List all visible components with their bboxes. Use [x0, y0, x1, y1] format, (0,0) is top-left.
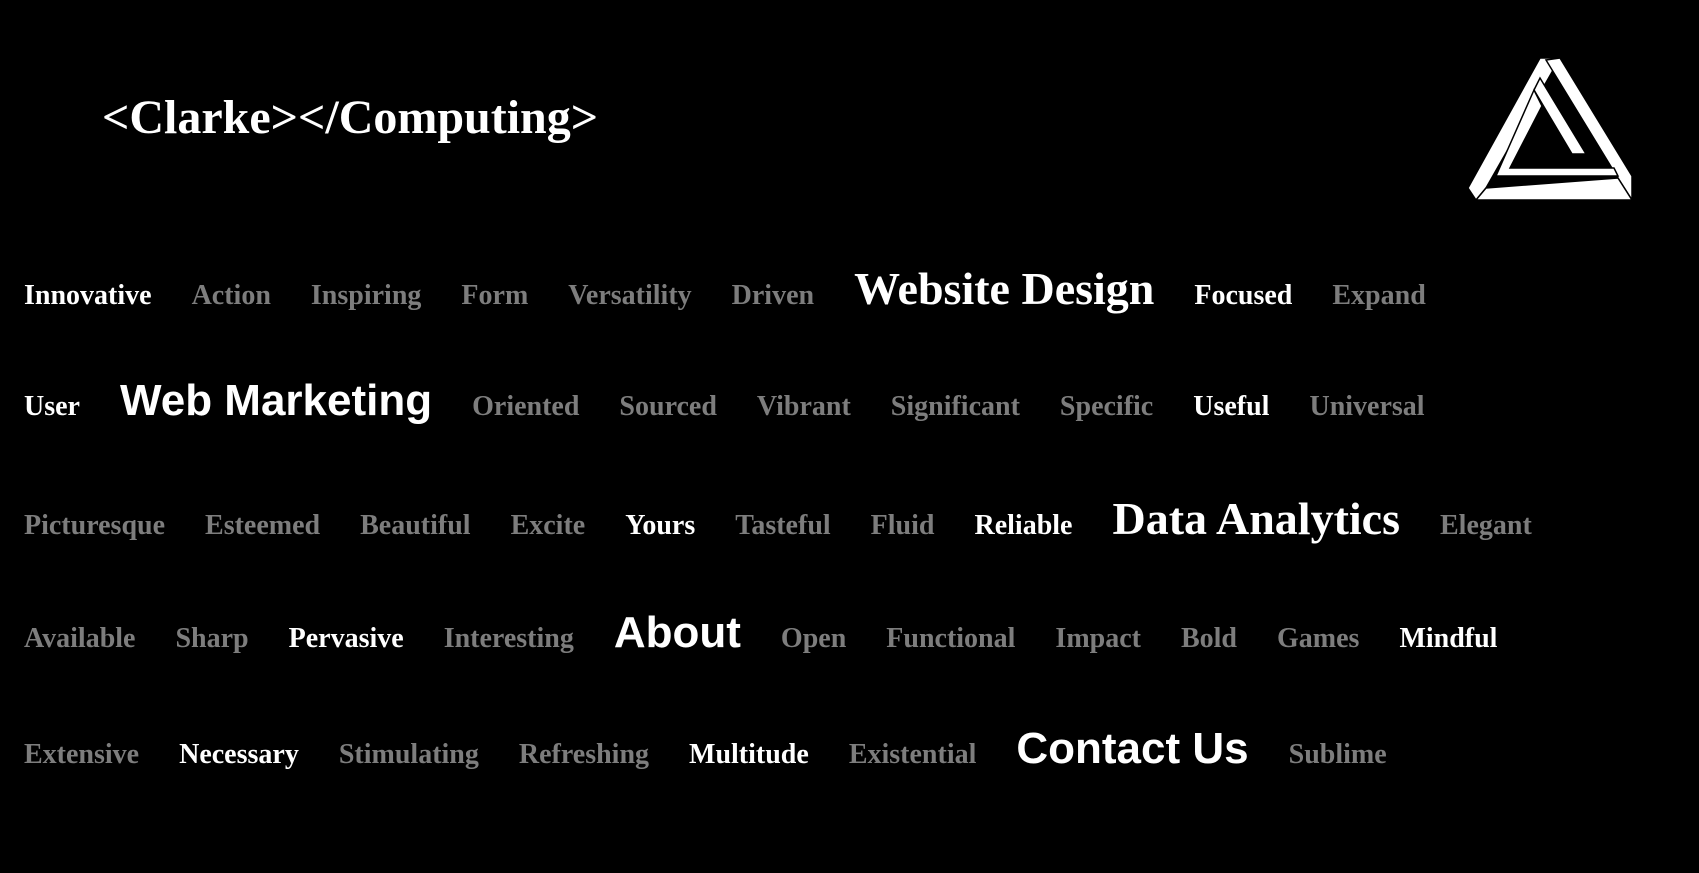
cloud-word-esteemed: Esteemed [205, 510, 321, 541]
cloud-word-interesting: Interesting [443, 623, 574, 654]
cloud-word-necessary: Necessary [179, 739, 299, 770]
cloud-word-yours: Yours [625, 510, 696, 541]
cloud-word-innovative: Innovative [24, 280, 152, 311]
cloud-word-available: Available [24, 623, 136, 654]
cloud-word-form: Form [461, 280, 529, 311]
cloud-word-tasteful: Tasteful [735, 510, 831, 541]
nav-link-contact-us[interactable]: Contact Us [1016, 724, 1249, 773]
cloud-word-stimulating: Stimulating [338, 739, 479, 770]
cloud-word-user: User [24, 391, 80, 422]
cloud-word-picturesque: Picturesque [24, 510, 166, 541]
cloud-word-driven: Driven [731, 280, 815, 311]
cloud-word-open: Open [780, 623, 847, 654]
nav-link-website-design[interactable]: Website Design [854, 263, 1155, 314]
cloud-word-oriented: Oriented [472, 391, 580, 422]
cloud-word-fluid: Fluid [870, 510, 935, 541]
cloud-word-bold: Bold [1180, 623, 1237, 654]
cloud-word-significant: Significant [890, 391, 1020, 422]
cloud-word-functional: Functional [886, 623, 1016, 654]
cloud-word-universal: Universal [1309, 391, 1425, 422]
word-row: Extensive Necessary Stimulating Refreshing M… [24, 724, 1699, 794]
word-row: Available Sharp Pervasive Interesting About O… [24, 608, 1699, 678]
cloud-word-games: Games [1277, 623, 1360, 654]
cloud-word-existential: Existential [848, 739, 977, 770]
cloud-word-beautiful: Beautiful [360, 510, 471, 541]
cloud-word-versatility: Versatility [568, 280, 692, 311]
cloud-word-sharp: Sharp [175, 623, 249, 654]
nav-link-web-marketing[interactable]: Web Marketing [119, 376, 433, 425]
cloud-word-multitude: Multitude [689, 739, 809, 770]
cloud-word-sourced: Sourced [619, 391, 717, 422]
cloud-word-sublime: Sublime [1288, 739, 1387, 770]
cloud-word-refreshing: Refreshing [518, 739, 650, 770]
cloud-word-excite: Excite [510, 510, 586, 541]
cloud-word-expand: Expand [1332, 280, 1426, 311]
cloud-word-vibrant: Vibrant [756, 391, 851, 422]
cloud-word-pervasive: Pervasive [288, 623, 404, 654]
cloud-word-extensive: Extensive [24, 739, 140, 770]
cloud-word-action: Action [191, 280, 271, 311]
site-title[interactable]: <Clarke></Computing> [102, 91, 599, 144]
cloud-word-inspiring: Inspiring [310, 280, 422, 311]
impossible-triangle-logo-icon[interactable] [1468, 58, 1632, 200]
nav-link-about[interactable]: About [613, 608, 741, 657]
word-row: Innovative Action Inspiring Form Versatility… [24, 262, 1699, 332]
word-row: User Web Marketing Oriented Sourced Vibrant S… [24, 376, 1699, 446]
cloud-word-elegant: Elegant [1439, 510, 1532, 541]
cloud-word-impact: Impact [1055, 623, 1141, 654]
cloud-word-specific: Specific [1059, 391, 1154, 422]
cloud-word-mindful: Mindful [1399, 623, 1498, 654]
cloud-word-reliable: Reliable [974, 510, 1073, 541]
cloud-word-useful: Useful [1193, 391, 1270, 422]
cloud-word-focused: Focused [1194, 280, 1293, 311]
word-row: Picturesque Esteemed Beautiful Excite Yours T… [24, 492, 1699, 562]
nav-link-data-analytics[interactable]: Data Analytics [1112, 493, 1400, 544]
